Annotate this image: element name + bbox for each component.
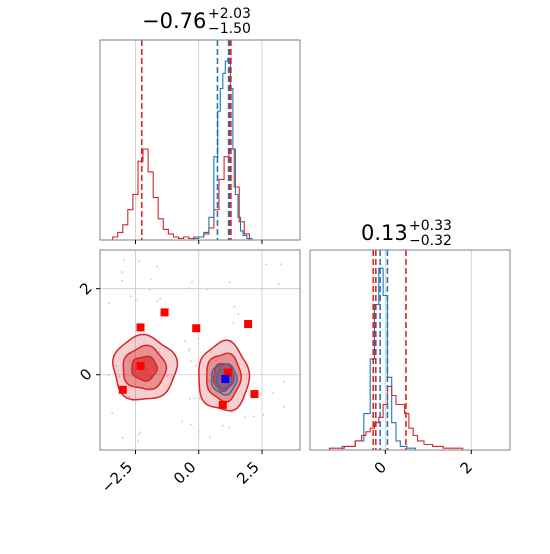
- joint-panel-sample-point: [214, 359, 217, 362]
- joint-panel-red-square-marker: [244, 319, 253, 328]
- joint-panel-sample-point: [228, 281, 231, 284]
- joint-panel-sample-point: [118, 375, 121, 378]
- joint-panel-sample-point: [111, 412, 114, 415]
- joint-panel-red-square-marker: [136, 362, 145, 371]
- joint-panel-sample-point: [191, 281, 193, 283]
- joint-panel-sample-point: [121, 279, 124, 282]
- joint-panel-sample-point: [158, 351, 161, 354]
- joint-panel-xtick-label: −2.5: [98, 458, 136, 496]
- top-panel-title-upper: +2.03: [208, 6, 251, 22]
- joint-panel-sample-point: [184, 339, 186, 342]
- joint-panel-sample-point: [149, 386, 152, 389]
- joint-panel-sample-point: [181, 420, 184, 423]
- joint-panel-red-square-marker: [118, 385, 127, 394]
- joint-panel-xtick-label: 0.0: [170, 458, 200, 488]
- joint-panel-sample-point: [205, 288, 208, 291]
- joint-panel-sample-point: [121, 271, 124, 273]
- joint-panel-sample-point: [150, 278, 153, 281]
- top-panel-frame: [99, 39, 301, 241]
- top-panel-histogram-blue: [191, 57, 257, 241]
- right-panel-xtick-label: 2: [457, 458, 476, 477]
- joint-panel-sample-point: [244, 416, 246, 419]
- joint-panel-sample-point: [230, 411, 233, 414]
- joint-panel-red-square-marker: [223, 368, 232, 377]
- joint-panel-sample-point: [129, 295, 132, 298]
- joint-panel-sample-point: [228, 426, 230, 429]
- joint-panel-sample-point: [189, 397, 191, 400]
- joint-panel-sample-point: [156, 300, 159, 303]
- joint-panel-blue-square-marker: [221, 375, 230, 384]
- joint-panel-red-square-marker: [160, 308, 169, 317]
- top-panel-title-lower: −1.50: [208, 21, 251, 37]
- joint-panel-sample-point: [188, 347, 191, 350]
- joint-panel-ytick-label: 2: [76, 279, 95, 298]
- joint-panel-sample-point: [137, 440, 139, 443]
- joint-panel-sample-point: [207, 380, 210, 382]
- right-panel-xtick-label: 0: [371, 458, 390, 477]
- joint-panel-red-square-marker: [250, 390, 259, 399]
- joint-panel-sample-point: [265, 263, 268, 266]
- right-panel-title-value: 0.13: [361, 221, 408, 245]
- joint-panel-sample-point: [197, 337, 200, 340]
- joint-panel-sample-point: [197, 430, 200, 433]
- joint-panel-sample-point: [237, 312, 240, 315]
- joint-panel-sample-point: [115, 365, 118, 367]
- joint-panel-sample-point: [187, 349, 190, 352]
- joint-panel-sample-point: [195, 364, 197, 367]
- joint-panel-sample-point: [262, 413, 265, 416]
- joint-panel-sample-point: [272, 392, 275, 394]
- joint-panel-sample-point: [198, 397, 201, 400]
- joint-panel-sample-point: [137, 433, 140, 436]
- joint-panel-sample-point: [159, 297, 162, 300]
- joint-panel-sample-point: [233, 305, 236, 308]
- joint-panel-red-square-marker: [136, 323, 145, 332]
- joint-panel-sample-point: [107, 374, 110, 377]
- joint-panel-sample-point: [108, 302, 111, 305]
- joint-panel-sample-point: [232, 322, 235, 325]
- joint-panel-sample-point: [280, 263, 283, 266]
- joint-panel-sample-point: [166, 375, 169, 377]
- joint-panel-sample-point: [135, 299, 137, 302]
- joint-panel-ytick-label: 0: [76, 365, 95, 384]
- joint-panel-xtick-label: 2.5: [233, 458, 263, 488]
- joint-panel-frame: [99, 249, 301, 451]
- joint-panel-sample-point: [222, 424, 224, 427]
- joint-panel-sample-point: [283, 381, 286, 383]
- joint-panel-sample-point: [138, 260, 140, 263]
- joint-panel-sample-point: [277, 283, 280, 286]
- joint-panel-sample-point: [123, 259, 126, 262]
- joint-panel-sample-point: [121, 436, 124, 439]
- joint-panel-sample-point: [283, 405, 286, 408]
- joint-panel-sample-point: [193, 397, 196, 400]
- right-panel-frame: [309, 249, 511, 451]
- joint-panel-sample-point: [187, 287, 190, 290]
- right-panel-title-upper: +0.33: [409, 218, 452, 234]
- right-panel-histogram-red: [320, 385, 489, 451]
- joint-panel-sample-point: [210, 351, 213, 354]
- joint-panel-sample-point: [209, 436, 211, 438]
- right-panel-title-lower: −0.32: [409, 233, 452, 249]
- top-panel-histogram-red: [110, 148, 255, 241]
- joint-panel-sample-point: [189, 360, 192, 362]
- joint-panel-sample-point: [128, 395, 130, 398]
- joint-panel-sample-point: [155, 265, 158, 268]
- joint-panel-sample-point: [139, 431, 142, 434]
- joint-panel-red-square-marker: [192, 324, 201, 333]
- top-panel-title-value: −0.76: [142, 9, 207, 33]
- joint-panel-sample-point: [149, 288, 151, 291]
- joint-panel-sample-point: [189, 424, 192, 426]
- joint-panel-red-square-marker: [218, 400, 227, 409]
- joint-panel-sample-point: [129, 359, 131, 362]
- joint-panel-sample-point: [252, 415, 255, 418]
